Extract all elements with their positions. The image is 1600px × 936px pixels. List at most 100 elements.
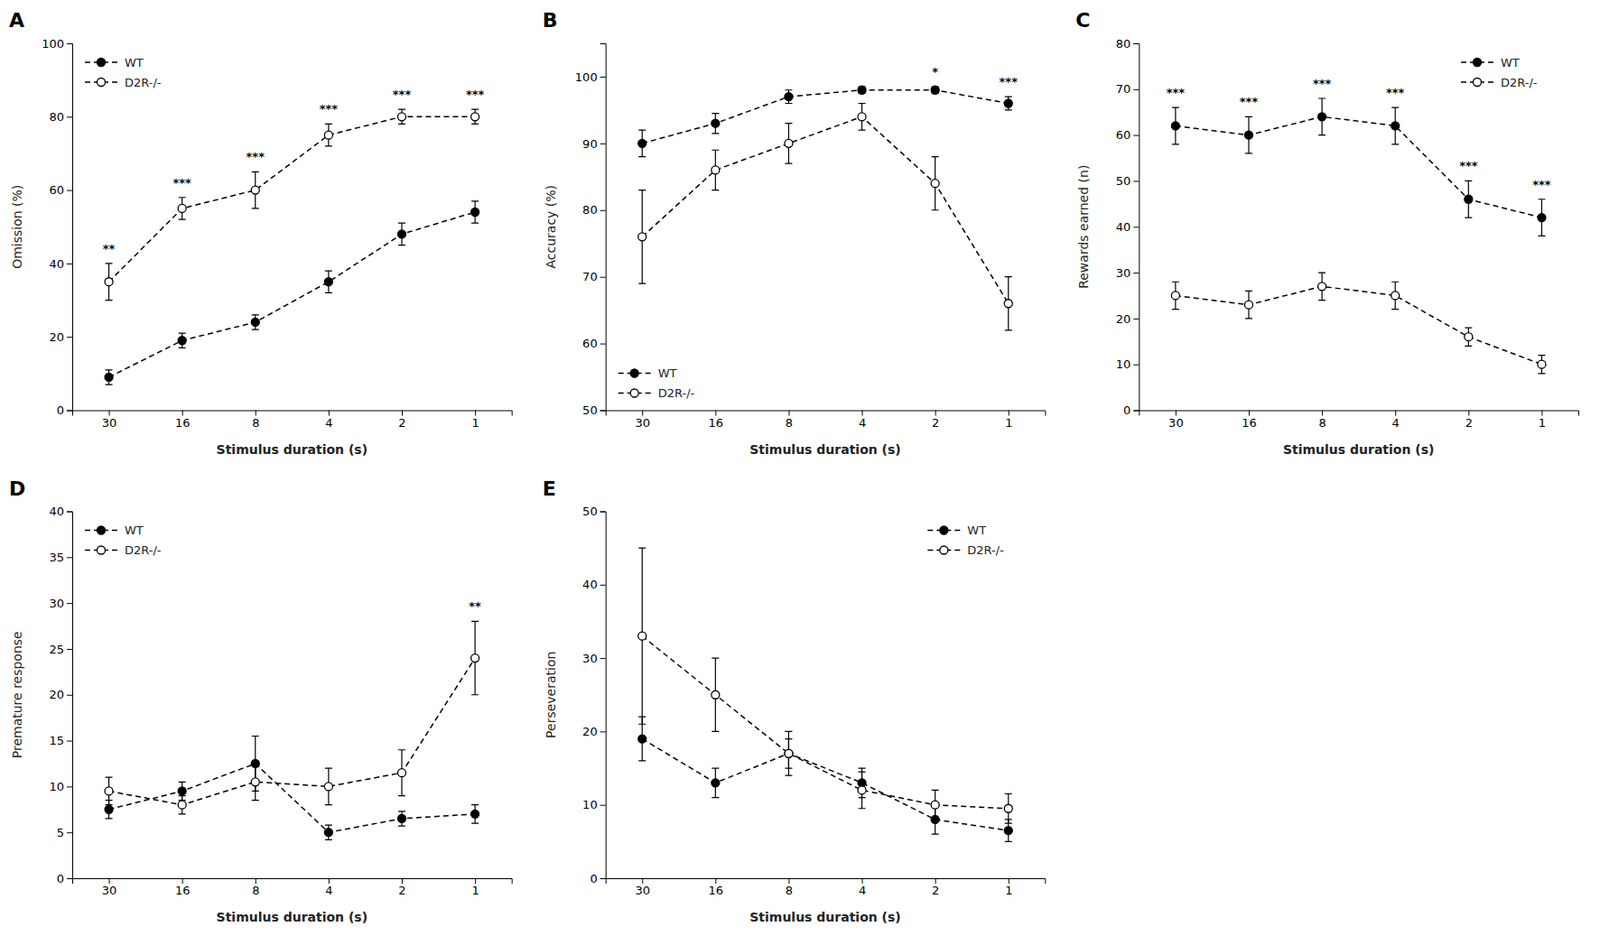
- plot-area: [1171, 98, 1546, 374]
- tick-label: 2: [1465, 416, 1473, 430]
- point: [177, 800, 187, 810]
- error-bar: [1537, 355, 1545, 374]
- legend-label: D2R-/-: [1500, 75, 1538, 90]
- axis-line: [600, 511, 607, 880]
- point: [1318, 282, 1327, 291]
- error-bar: [325, 825, 333, 840]
- series: [104, 621, 480, 814]
- series: [638, 85, 1014, 157]
- tick-label: 2: [931, 883, 940, 898]
- tick: 8: [785, 878, 793, 898]
- tick: 100: [41, 37, 73, 51]
- tick-mark: [600, 805, 606, 807]
- axis-line: [605, 879, 1046, 885]
- plot-area: [638, 85, 1014, 331]
- series-line: [109, 212, 476, 378]
- legend-item: D2R-/-: [84, 75, 162, 90]
- annotation: ***: [1166, 85, 1186, 100]
- legend-swatch-marker: [1473, 58, 1482, 67]
- tick-label: 1: [1538, 416, 1546, 430]
- tick: 50: [582, 504, 606, 519]
- tick-mark: [862, 878, 864, 884]
- tick: 16: [175, 878, 191, 898]
- legend-swatch-marker: [939, 526, 949, 535]
- tick-label: 20: [48, 688, 65, 702]
- error-bar: [1391, 281, 1399, 309]
- y-axis: 5060708090100: [575, 44, 606, 419]
- tick-label: 5: [56, 826, 65, 840]
- point: [784, 93, 793, 102]
- error-bar: [1391, 107, 1399, 145]
- tick: 50: [582, 403, 606, 418]
- point: [784, 749, 793, 758]
- tick-label: 50: [582, 403, 598, 418]
- tick-mark: [66, 603, 73, 605]
- tick-mark: [66, 43, 73, 45]
- legend-item: D2R-/-: [1460, 75, 1538, 90]
- tick-label: 10: [1116, 357, 1132, 372]
- legend-swatch-marker: [97, 526, 106, 535]
- point: [1004, 299, 1013, 308]
- point: [1171, 291, 1180, 300]
- error-bar: [251, 315, 260, 330]
- error-bar: [858, 86, 866, 94]
- point: [398, 112, 407, 121]
- error-bar: [638, 130, 646, 158]
- tick: 80: [582, 203, 606, 217]
- tick-label: 30: [102, 883, 118, 898]
- tick-mark: [66, 557, 73, 559]
- legend-swatch-marker: [97, 78, 106, 87]
- tick-mark: [715, 878, 717, 884]
- tick-mark: [66, 832, 73, 834]
- tick-label: 0: [56, 403, 65, 418]
- tick-label: 1: [1004, 416, 1013, 430]
- point: [1171, 121, 1180, 131]
- point: [638, 734, 647, 744]
- error-bar: [178, 796, 187, 815]
- series-line: [641, 636, 1009, 810]
- tick-label: 10: [582, 798, 598, 812]
- point: [104, 805, 113, 814]
- y-axis: 01020304050607080: [1116, 37, 1140, 419]
- tick-mark: [600, 731, 606, 733]
- panel: 301684210510152025303540Stimulus duratio…: [9, 477, 512, 926]
- x-axis: 30168421: [1139, 410, 1580, 430]
- point: [784, 749, 793, 758]
- tick-mark: [1133, 318, 1139, 320]
- tick-label: 70: [582, 269, 598, 284]
- panel-label: E: [542, 477, 557, 501]
- tick: 40: [582, 577, 606, 592]
- legend-item: WT: [84, 523, 144, 538]
- legend-swatch-marker: [939, 546, 949, 555]
- tick-mark: [66, 786, 73, 788]
- tick-mark: [66, 263, 73, 265]
- legend: WTD2R-/-: [84, 55, 162, 90]
- error-bar: [471, 109, 479, 124]
- legend-item: WT: [927, 523, 987, 538]
- tick-mark: [600, 585, 606, 587]
- point: [177, 336, 187, 345]
- tick-label: 30: [582, 651, 598, 666]
- error-bar: [471, 621, 479, 695]
- annotation: *: [931, 65, 939, 79]
- point: [471, 112, 480, 121]
- tick-label: 60: [48, 183, 65, 197]
- tick: 20: [582, 725, 606, 739]
- error-bar: [1464, 327, 1472, 346]
- error-bar: [471, 805, 479, 824]
- tick: 70: [582, 269, 606, 284]
- error-bar: [1537, 199, 1545, 237]
- tick-mark: [66, 511, 73, 513]
- legend-swatch-marker: [630, 369, 639, 378]
- point: [857, 786, 866, 795]
- point: [638, 232, 647, 242]
- point: [104, 278, 113, 287]
- point: [711, 779, 720, 788]
- tick-mark: [474, 878, 476, 884]
- tick-mark: [1175, 410, 1177, 417]
- point: [471, 654, 480, 663]
- tick-mark: [66, 695, 73, 697]
- axis-line: [66, 511, 74, 880]
- y-axis-title: Perseveration: [543, 651, 559, 739]
- error-bar: [398, 811, 406, 827]
